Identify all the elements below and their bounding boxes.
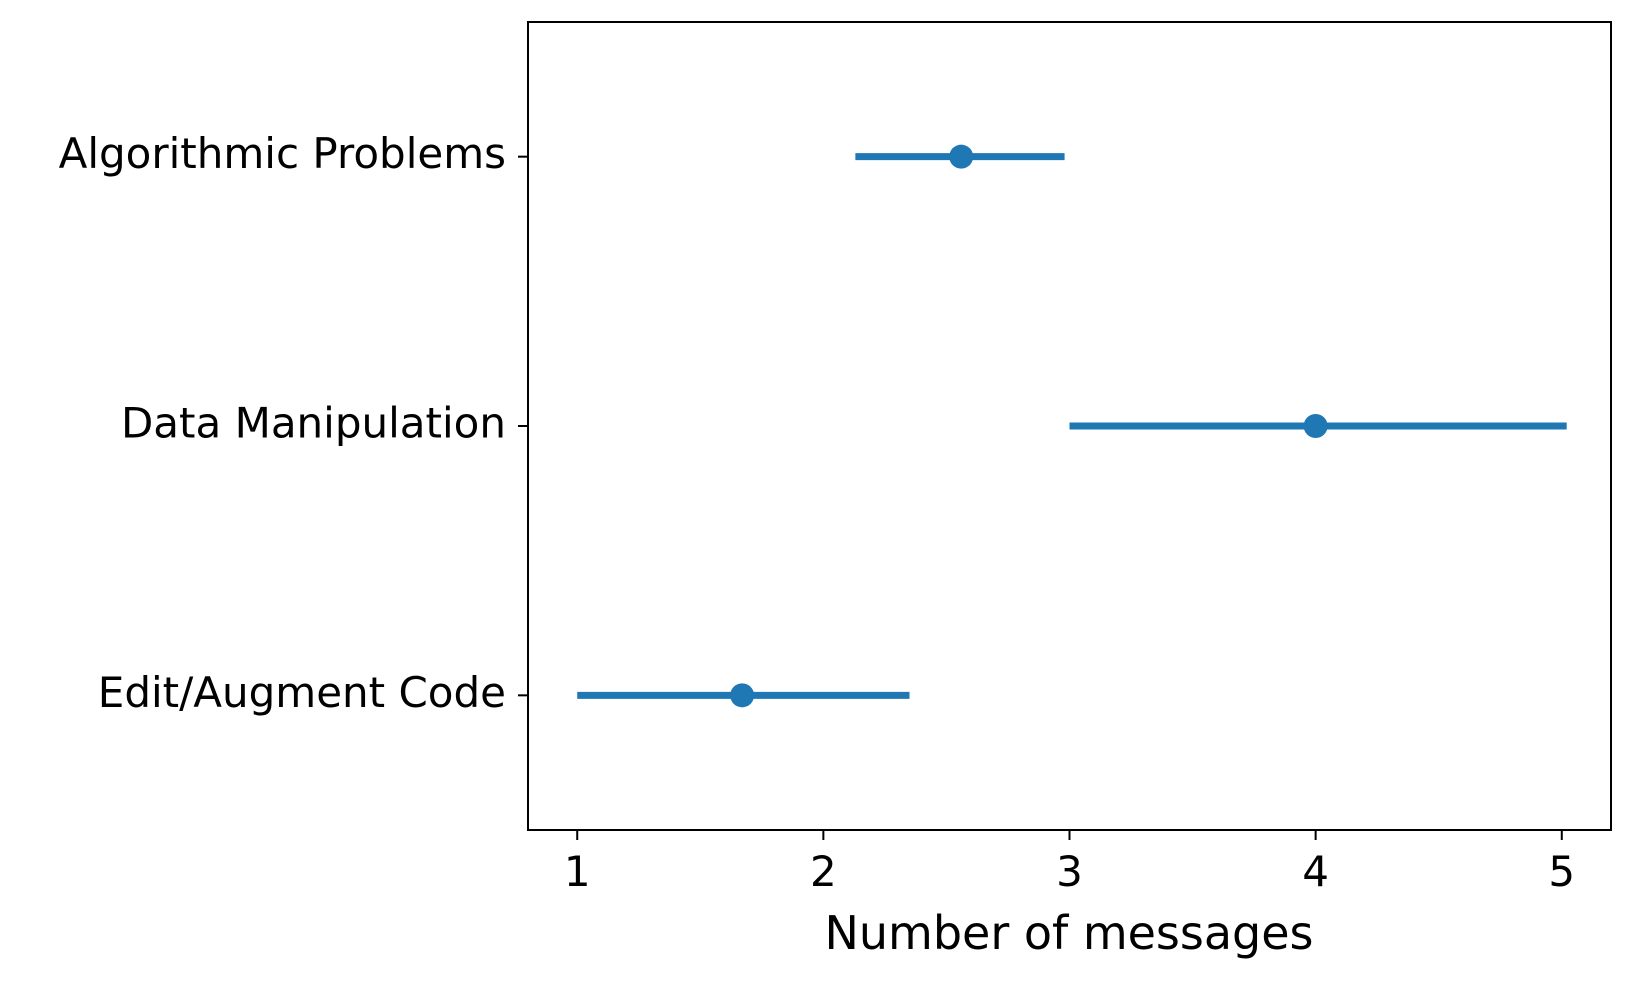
mean-point	[1303, 414, 1328, 438]
marks-layer	[577, 144, 1567, 708]
y-tick-label: Algorithmic Problems	[59, 129, 506, 178]
mean-point	[730, 683, 755, 708]
x-tick-label: 2	[810, 847, 837, 896]
x-tick-label: 5	[1548, 847, 1575, 896]
x-tick-label: 1	[564, 847, 591, 896]
x-tick-label: 3	[1056, 847, 1083, 896]
ticks-layer: Algorithmic Problems Data Manipulation Edi…	[59, 129, 1576, 896]
mean-point	[949, 144, 974, 169]
x-axis-label: Number of messages	[824, 906, 1313, 960]
y-tick-label: Edit/Augment Code	[98, 668, 506, 717]
x-tick-label: 4	[1302, 847, 1329, 896]
y-tick-label: Data Manipulation	[121, 399, 506, 448]
